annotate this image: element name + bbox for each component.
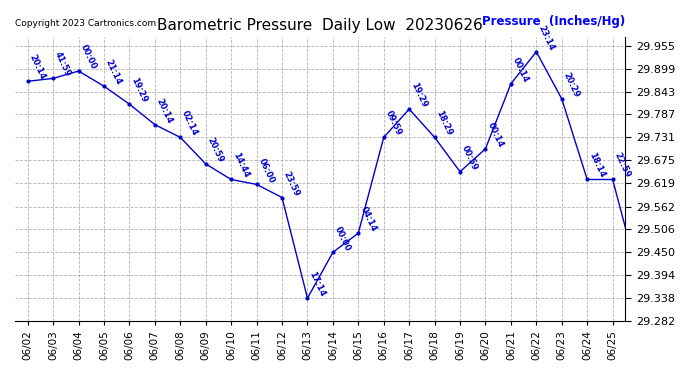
- Text: 09:59: 09:59: [384, 110, 403, 137]
- Text: 20:14: 20:14: [155, 97, 175, 124]
- Text: 04:14: 04:14: [358, 205, 377, 233]
- Text: 17:14: 17:14: [308, 270, 327, 298]
- Text: 20:59: 20:59: [206, 136, 225, 164]
- Text: 19:29: 19:29: [130, 76, 149, 104]
- Text: 00:14: 00:14: [511, 56, 531, 84]
- Text: 23:14: 23:14: [536, 24, 555, 52]
- Text: 19:29: 19:29: [409, 81, 428, 109]
- Text: 14:44: 14:44: [231, 152, 250, 180]
- Text: 00:00: 00:00: [333, 225, 352, 252]
- Text: 02:14: 02:14: [180, 109, 200, 137]
- Text: 23:59: 23:59: [282, 170, 302, 198]
- Text: 41:59: 41:59: [53, 50, 72, 78]
- Text: 20:14: 20:14: [28, 53, 47, 81]
- Text: 22:59: 22:59: [613, 152, 632, 180]
- Text: 18:29: 18:29: [435, 110, 454, 137]
- Text: 00:00: 00:00: [79, 44, 98, 71]
- Text: 06:00: 06:00: [257, 157, 276, 184]
- Title: Barometric Pressure  Daily Low  20230626: Barometric Pressure Daily Low 20230626: [157, 18, 483, 33]
- Text: 00:14: 00:14: [486, 121, 505, 149]
- Text: Pressure  (Inches/Hg): Pressure (Inches/Hg): [482, 15, 625, 28]
- Text: 21:14: 21:14: [104, 58, 124, 86]
- Text: 18:14: 18:14: [587, 152, 607, 180]
- Text: Copyright 2023 Cartronics.com: Copyright 2023 Cartronics.com: [15, 19, 156, 28]
- Text: 23:59: 23:59: [0, 374, 1, 375]
- Text: 00:59: 00:59: [460, 144, 480, 172]
- Text: 20:29: 20:29: [562, 71, 581, 99]
